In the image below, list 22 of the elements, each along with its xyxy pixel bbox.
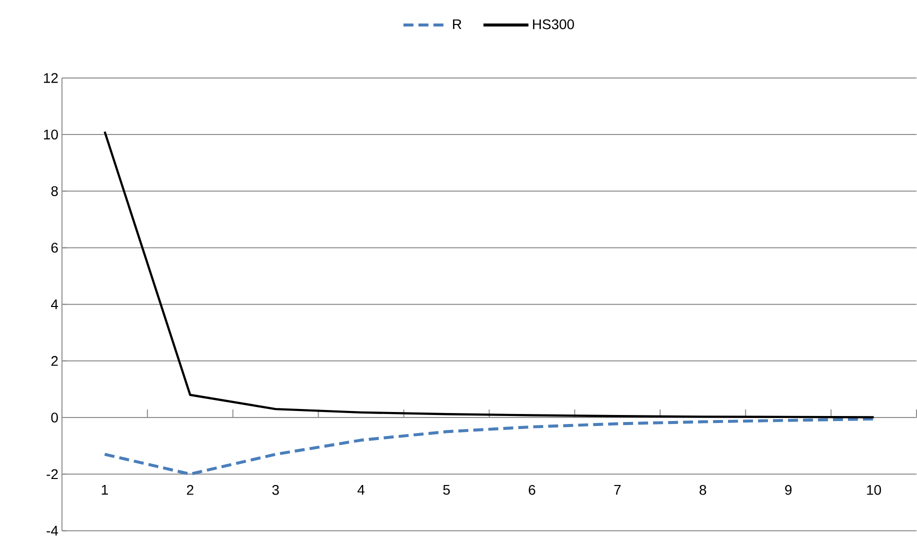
x-tick-label: 9 [785, 485, 792, 495]
y-tick-label: 6 [51, 242, 58, 253]
x-tick-label: 4 [357, 485, 365, 495]
x-tick-label: 1 [102, 485, 108, 495]
y-tick-label: 2 [51, 356, 58, 366]
legend-label: HS300 [533, 19, 574, 30]
y-tick-label: -2 [46, 469, 58, 480]
x-tick-label: 8 [700, 485, 706, 495]
y-tick-label: 12 [44, 73, 58, 83]
x-tick-label: 10 [867, 485, 881, 495]
y-tick-label: 4 [51, 300, 58, 310]
x-tick-label: 7 [614, 485, 621, 495]
y-tick-label: -4 [46, 526, 58, 536]
legend-label: R [453, 20, 462, 30]
x-tick-label: 3 [272, 485, 279, 495]
y-tick-label: 10 [44, 130, 58, 140]
y-tick-label: 8 [51, 186, 58, 196]
x-tick-label: 5 [443, 485, 450, 495]
x-tick-label: 6 [528, 485, 536, 495]
line-series [104, 130, 875, 418]
y-tick-label: 0 [51, 412, 58, 423]
x-tick-label: 2 [186, 485, 194, 495]
